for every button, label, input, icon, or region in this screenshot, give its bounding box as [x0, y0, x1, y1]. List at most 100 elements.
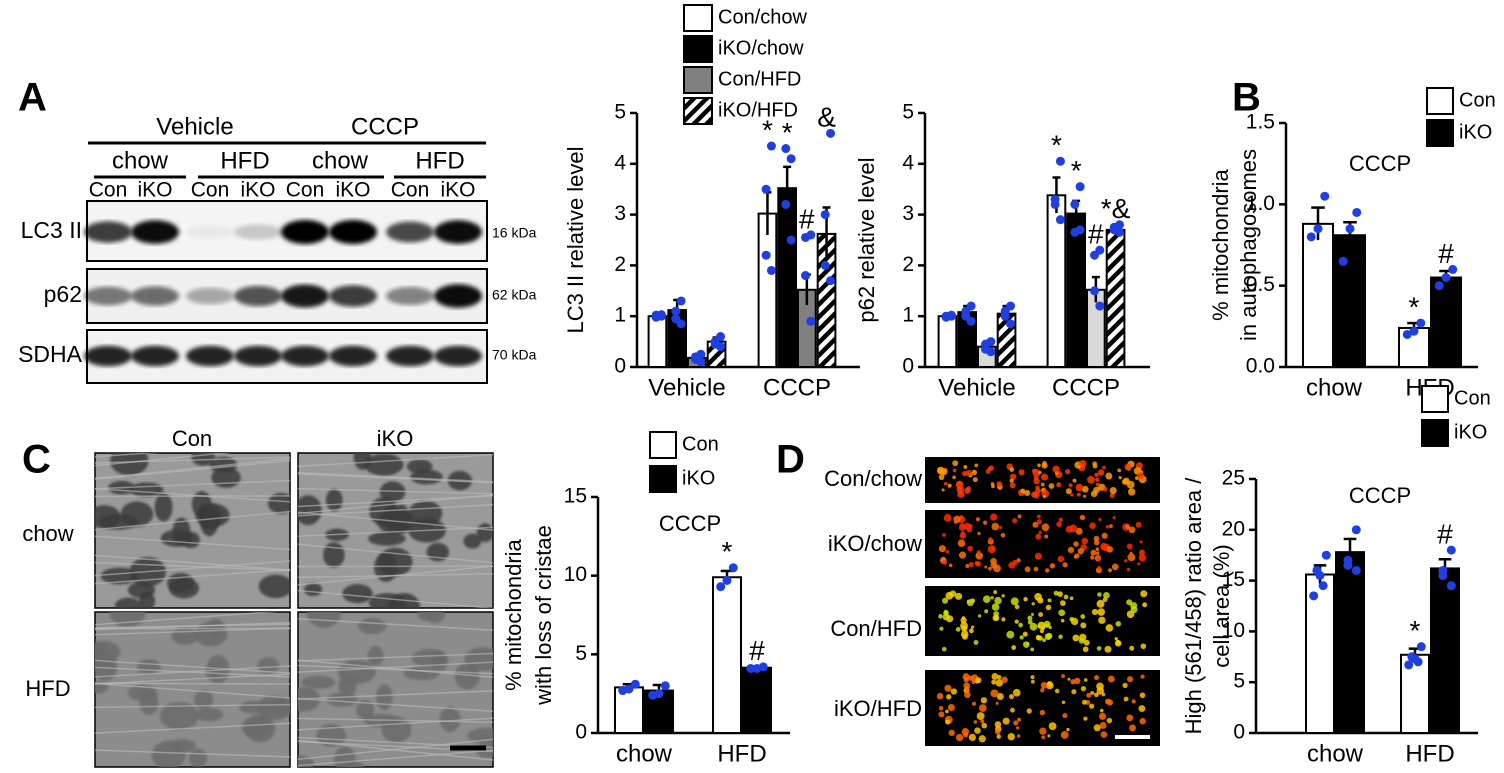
mitochondrion-signal: [1068, 483, 1073, 488]
blot-band: [131, 220, 179, 244]
mitochondrion-signal: [1083, 494, 1087, 498]
mitochondrion-signal: [966, 599, 974, 607]
mitochondrion-signal: [1080, 614, 1086, 619]
myofibril: [95, 453, 159, 458]
data-point: [1306, 232, 1316, 242]
mitochondrion-signal: [1114, 639, 1122, 647]
data-point: [801, 271, 811, 281]
mitochondrion-signal: [1046, 681, 1054, 690]
myofibril: [95, 457, 290, 480]
mitochondrion-signal: [1058, 609, 1066, 617]
mitochondrion-signal: [974, 727, 981, 734]
mitochondrion-signal: [1105, 472, 1113, 480]
data-point: [786, 235, 796, 245]
mitochondrion-signal: [1040, 688, 1045, 693]
mitochondrion-signal: [1054, 688, 1060, 694]
mitochondrion-signal: [1052, 465, 1060, 473]
y-axis-label: with loss of cristae: [531, 525, 556, 706]
mitochondrion-signal: [1069, 596, 1074, 601]
mitochondrion-signal: [1030, 679, 1035, 684]
mitochondrion-signal: [1016, 734, 1021, 738]
mitochondrion-signal: [1109, 492, 1115, 498]
mitochondrion-signal: [955, 733, 964, 742]
myofibril: [298, 664, 493, 675]
mitochondrion-signal: [1048, 625, 1052, 630]
x-tick-label: chow: [1307, 740, 1364, 767]
data-point: [1000, 311, 1010, 321]
panel-label: A: [18, 76, 47, 120]
mitochondrion-signal: [1128, 526, 1136, 534]
legend-label: Con: [1459, 89, 1496, 111]
mitochondrion-signal: [1093, 724, 1101, 732]
mitochondrion-signal: [1139, 540, 1143, 544]
mitochondrion-signal: [993, 590, 998, 595]
mitochondrion-signal: [966, 486, 972, 491]
mitochondrion-signal: [964, 686, 970, 692]
mitochondrion-signal: [1109, 486, 1117, 494]
data-point: [1434, 281, 1444, 291]
mitochondrion-signal: [938, 711, 945, 718]
mitochondrion-signal: [971, 469, 978, 476]
mitochondrion: [100, 567, 139, 585]
mitochondrion-signal: [1126, 567, 1131, 572]
significance-label: *: [1410, 615, 1421, 646]
mitochondrion: [326, 692, 358, 707]
blot-band: [131, 286, 179, 306]
mitochondrion-signal: [1140, 643, 1147, 650]
mitochondrion: [301, 675, 336, 689]
mitochondrion: [325, 488, 343, 512]
mitochondrion-signal: [1013, 720, 1019, 726]
myofibril: [298, 717, 493, 731]
mitochondrion-signal: [1033, 566, 1039, 572]
mitochondrion-signal: [1053, 590, 1059, 596]
mitochondrion-signal: [1072, 478, 1077, 483]
bar: [757, 212, 778, 368]
mitochondrion: [95, 505, 121, 529]
mitochondrion-signal: [950, 688, 958, 695]
mitochondrion-signal: [945, 549, 950, 554]
mitochondrion-signal: [1126, 599, 1133, 606]
mitochondrion-signal: [1089, 703, 1095, 709]
bar-chart: 0 1 2 3 4 5 p62 relative level Vehicle CCCP * * #*&: [854, 101, 1150, 401]
mitochondrion: [168, 577, 200, 599]
mitochondrion-signal: [1075, 483, 1084, 492]
data-point: [716, 582, 726, 592]
mitochondrion-signal: [944, 684, 952, 692]
y-tick-label: 1: [902, 304, 914, 327]
mitochondrion-signal: [1094, 675, 1100, 681]
mitochondrion-signal: [981, 722, 988, 729]
bar: [777, 187, 797, 368]
mitochondrion: [138, 592, 156, 608]
myofibril: [298, 573, 493, 579]
mitochondrion: [129, 482, 164, 497]
mitochondrion-signal: [1056, 482, 1062, 488]
mitochondrion-signal: [1125, 524, 1130, 530]
mitochondrion-signal: [1044, 633, 1052, 640]
legend-label: iKO/chow: [718, 37, 804, 59]
bar: [1335, 551, 1365, 734]
myofibril: [298, 473, 493, 484]
panel-label: D: [776, 438, 805, 482]
mitochondrion-signal: [996, 481, 1003, 487]
lane-label: iKO: [137, 179, 172, 202]
mitochondrion-signal: [1074, 677, 1081, 685]
data-point: [728, 563, 738, 573]
data-point: [1404, 660, 1414, 670]
data-point: [1416, 318, 1426, 328]
mitochondrion-signal: [996, 674, 1002, 680]
mitochondrion-signal: [1034, 593, 1042, 601]
mitochondrion-signal: [1086, 692, 1092, 698]
y-axis-label: High (561/458) ratio area /: [1181, 477, 1206, 735]
mitochondrion-signal: [1095, 477, 1100, 482]
em-texture: [95, 453, 290, 608]
bar: [1430, 276, 1462, 368]
mitochondrion-signal: [1081, 537, 1089, 545]
myofibril: [95, 612, 279, 626]
mitochondrion-signal: [961, 625, 968, 632]
mitochondrion-signal: [990, 596, 994, 600]
mitochondrion-signal: [1030, 675, 1035, 680]
legend-label: Con: [1454, 387, 1491, 409]
mitochondrion-signal: [942, 597, 949, 604]
data-point: [618, 686, 628, 696]
blot-band: [386, 345, 434, 367]
